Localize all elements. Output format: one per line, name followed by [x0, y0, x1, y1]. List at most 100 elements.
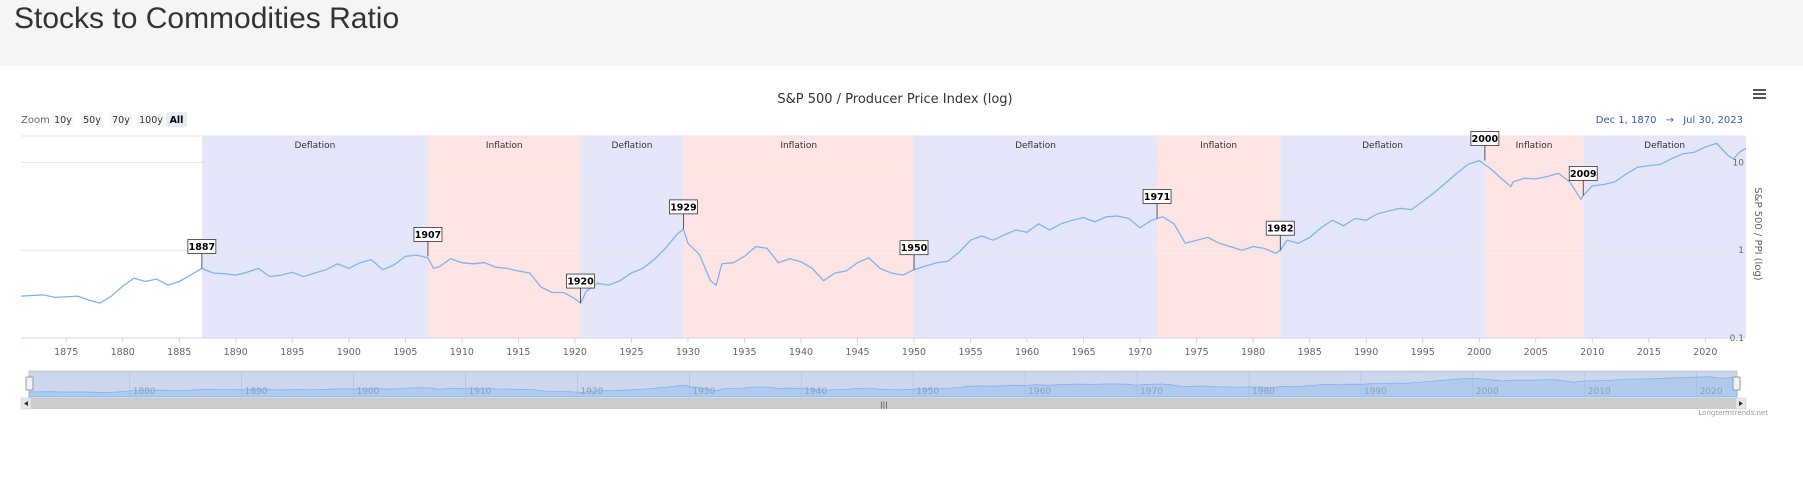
flag-box — [1265, 220, 1295, 236]
zoom-button-bg[interactable] — [166, 112, 187, 127]
flag-label: 2000 — [1472, 134, 1499, 145]
y-tick-label: 0.1 — [1730, 334, 1744, 344]
flag-1982[interactable]: 1982 — [1265, 220, 1295, 251]
plot-band-label: Inflation — [1516, 141, 1553, 151]
x-tick-label: 2000 — [1467, 347, 1491, 358]
zoom-button-label[interactable]: 50y — [83, 115, 101, 126]
zoom-button-label[interactable]: All — [170, 115, 184, 126]
navigator-tick-label: 2000 — [1476, 387, 1499, 397]
flag-label: 1950 — [901, 243, 928, 254]
navigator-tick-label: 1960 — [1028, 387, 1051, 397]
plot-band-label: Deflation — [1362, 141, 1403, 151]
flag-box — [413, 227, 443, 242]
plot-band-label: Deflation — [1015, 141, 1056, 151]
y-axis-title: S&P 500 / PPI (log) — [1752, 187, 1763, 281]
zoom-button-bg[interactable] — [110, 112, 132, 127]
x-tick-label: 1955 — [958, 347, 982, 358]
x-tick-label: 1950 — [902, 347, 926, 358]
flag-label: 1971 — [1144, 192, 1170, 203]
flag-1929[interactable]: 1929 — [669, 199, 698, 229]
x-tick-label: 1915 — [506, 347, 530, 358]
scrollbar-grip-icon: ||| — [880, 401, 887, 409]
plot-band-label: Inflation — [1200, 141, 1237, 151]
navigator-tick-label: 1920 — [580, 387, 603, 397]
zoom-button-100y[interactable]: 100y — [137, 112, 165, 127]
plot-band-deflation — [580, 136, 684, 338]
hamburger-menu-icon[interactable] — [1752, 86, 1776, 106]
navigator-tick-label: 2020 — [1700, 387, 1723, 397]
navigator-mask[interactable] — [28, 370, 1738, 398]
range-from[interactable]: Dec 1, 1870 — [1596, 115, 1657, 126]
flag-label: 1929 — [670, 202, 696, 213]
x-tick-label: 1960 — [1015, 347, 1039, 358]
navigator-right-handle[interactable] — [1732, 376, 1741, 391]
navigator-tick-label: 1900 — [357, 387, 380, 397]
x-tick-label: 2020 — [1693, 347, 1717, 358]
zoom-button-bg[interactable] — [81, 112, 103, 127]
plot-band-labels: Deflation Inflation Deflation Inflation Defl… — [294, 141, 1685, 151]
scroll-right-icon — [1739, 401, 1743, 406]
x-tick-label: 1985 — [1298, 347, 1322, 358]
flag-box — [1568, 166, 1598, 181]
zoom-button-label[interactable]: 70y — [112, 115, 130, 126]
zoom-button-70y[interactable]: 70y — [110, 112, 132, 127]
date-range-display: Dec 1, 1870 → Jul 30, 2023 — [1596, 115, 1743, 126]
y-axis-ticks: 0.1 1 10 — [1730, 158, 1745, 344]
flag-1950[interactable]: 1950 — [899, 240, 929, 270]
x-tick-label: 2010 — [1580, 347, 1604, 358]
zoom-button-label[interactable]: 10y — [54, 115, 72, 126]
x-axis-ticks: 1875 1880 1885 1890 1895 1900 1905 1910 1915 1920… — [54, 338, 1717, 358]
navigator-tick-label: 1910 — [469, 387, 492, 397]
flag-box — [1142, 189, 1172, 204]
navigator-left-handle[interactable] — [25, 376, 34, 391]
navigator-scrollbar[interactable]: ||| — [20, 397, 1747, 410]
flag-2009[interactable]: 2009 — [1568, 166, 1598, 196]
flag-1887[interactable]: 1887 — [187, 239, 217, 269]
flag-box — [899, 240, 929, 256]
x-tick-label: 1945 — [845, 347, 869, 358]
page-header: Stocks to Commodities Ratio — [0, 0, 1803, 66]
x-tick-label: 1925 — [619, 347, 643, 358]
chart-container: S&P 500 / Producer Price Index (log) Zoo… — [0, 66, 1803, 490]
flag-2000[interactable]: 2000 — [1470, 131, 1500, 161]
zoom-button-label[interactable]: 100y — [139, 115, 163, 126]
x-tick-label: 2015 — [1637, 347, 1661, 358]
x-tick-label: 1965 — [1071, 347, 1095, 358]
zoom-button-bg[interactable] — [53, 112, 73, 127]
navigator[interactable]: 1880 1890 1900 1910 1920 1930 1940 1950 1960 1970… — [25, 370, 1741, 398]
x-tick-label: 1995 — [1411, 347, 1435, 358]
zoom-button-All[interactable]: All — [166, 112, 187, 127]
flag-label: 1920 — [567, 277, 594, 288]
flag-1971[interactable]: 1971 — [1142, 189, 1172, 219]
navigator-tick-label: 1940 — [804, 387, 827, 397]
plot-band-label: Deflation — [612, 141, 653, 151]
zoom-button-50y[interactable]: 50y — [81, 112, 103, 127]
zoom-button-10y[interactable]: 10y — [53, 112, 73, 127]
x-tick-label: 1980 — [1241, 347, 1265, 358]
chart-title: S&P 500 / Producer Price Index (log) — [777, 92, 1012, 107]
flag-box — [187, 239, 217, 254]
navigator-tick-label: 2010 — [1588, 387, 1611, 397]
range-to[interactable]: Jul 30, 2023 — [1682, 115, 1743, 126]
x-tick-label: 1880 — [111, 347, 135, 358]
plot-band-label: Deflation — [1644, 141, 1685, 151]
flag-1920[interactable]: 1920 — [566, 273, 595, 304]
x-tick-label: 1935 — [732, 347, 756, 358]
flag-box — [669, 199, 698, 215]
credits-link[interactable]: Longtermtrends.net — [1698, 409, 1768, 417]
flag-label: 1887 — [189, 242, 215, 253]
zoom-button-bg[interactable] — [137, 112, 165, 127]
flag-box — [1470, 131, 1500, 146]
plot-band-inflation — [1484, 136, 1584, 338]
x-tick-label: 1900 — [337, 347, 361, 358]
scrollbar-thumb[interactable] — [31, 398, 1736, 409]
plot-band-label: Inflation — [486, 141, 523, 151]
series-line[interactable] — [20, 142, 1747, 305]
zoom-label: Zoom — [21, 115, 50, 126]
y-tick-label: 10 — [1733, 158, 1745, 168]
flag-1907[interactable]: 1907 — [413, 227, 443, 257]
plot-band-inflation — [427, 136, 581, 338]
navigator-tick-label: 1990 — [1364, 387, 1387, 397]
x-tick-label: 1875 — [54, 347, 78, 358]
plot-bands — [201, 136, 1746, 338]
